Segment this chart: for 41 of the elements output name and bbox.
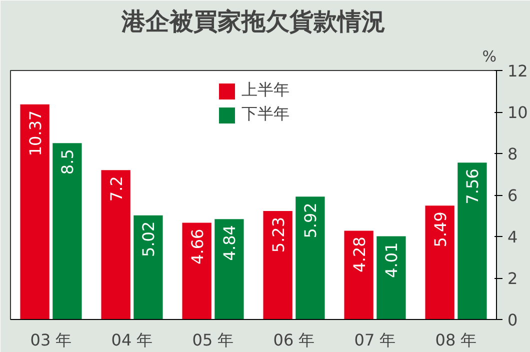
x-tick-label: 03 年 [30,330,72,350]
bar [344,230,374,320]
bar [296,196,325,320]
data-label: 8.5 [58,149,78,175]
data-label: 7.56 [463,168,482,204]
y-tick-label: 10 [508,103,528,122]
bar [20,104,50,320]
data-label: 4.01 [382,242,402,278]
x-tick-label: 05 年 [192,330,234,350]
legend-label: 上半年 [242,80,290,101]
data-label: 4.28 [350,236,369,272]
y-tick-label: 4 [508,228,518,246]
data-label: 5.02 [139,221,158,257]
bar [425,206,454,320]
data-label: 7.2 [106,176,126,202]
bar [458,162,487,320]
bar [134,215,163,320]
y-tick-label: 8 [508,144,518,164]
y-axis-title: % [482,48,497,66]
y-tick-label: 6 [508,186,518,205]
x-tick-label: 07 年 [354,330,396,350]
chart-title: 港企被買家拖欠貨款情況 [120,8,386,36]
bar [182,222,212,320]
data-label: 5.23 [268,216,288,253]
x-tick-label: 08 年 [435,330,477,350]
data-label: 5.49 [430,212,450,248]
bar [263,210,292,320]
data-label: 5.92 [301,202,320,238]
legend-label: 下半年 [242,104,290,125]
x-tick-label: 04 年 [111,330,153,350]
data-label: 10.37 [26,110,45,156]
bar [52,143,82,320]
bar [376,236,406,320]
data-label: 4.84 [220,225,240,261]
y-tick-label: 12 [508,62,528,80]
data-label: 4.66 [188,228,207,264]
y-tick-label: 2 [508,269,518,288]
x-tick-label: 06 年 [273,330,315,350]
bar [101,170,130,320]
bar [214,219,244,320]
y-tick-label: 0 [508,310,518,330]
